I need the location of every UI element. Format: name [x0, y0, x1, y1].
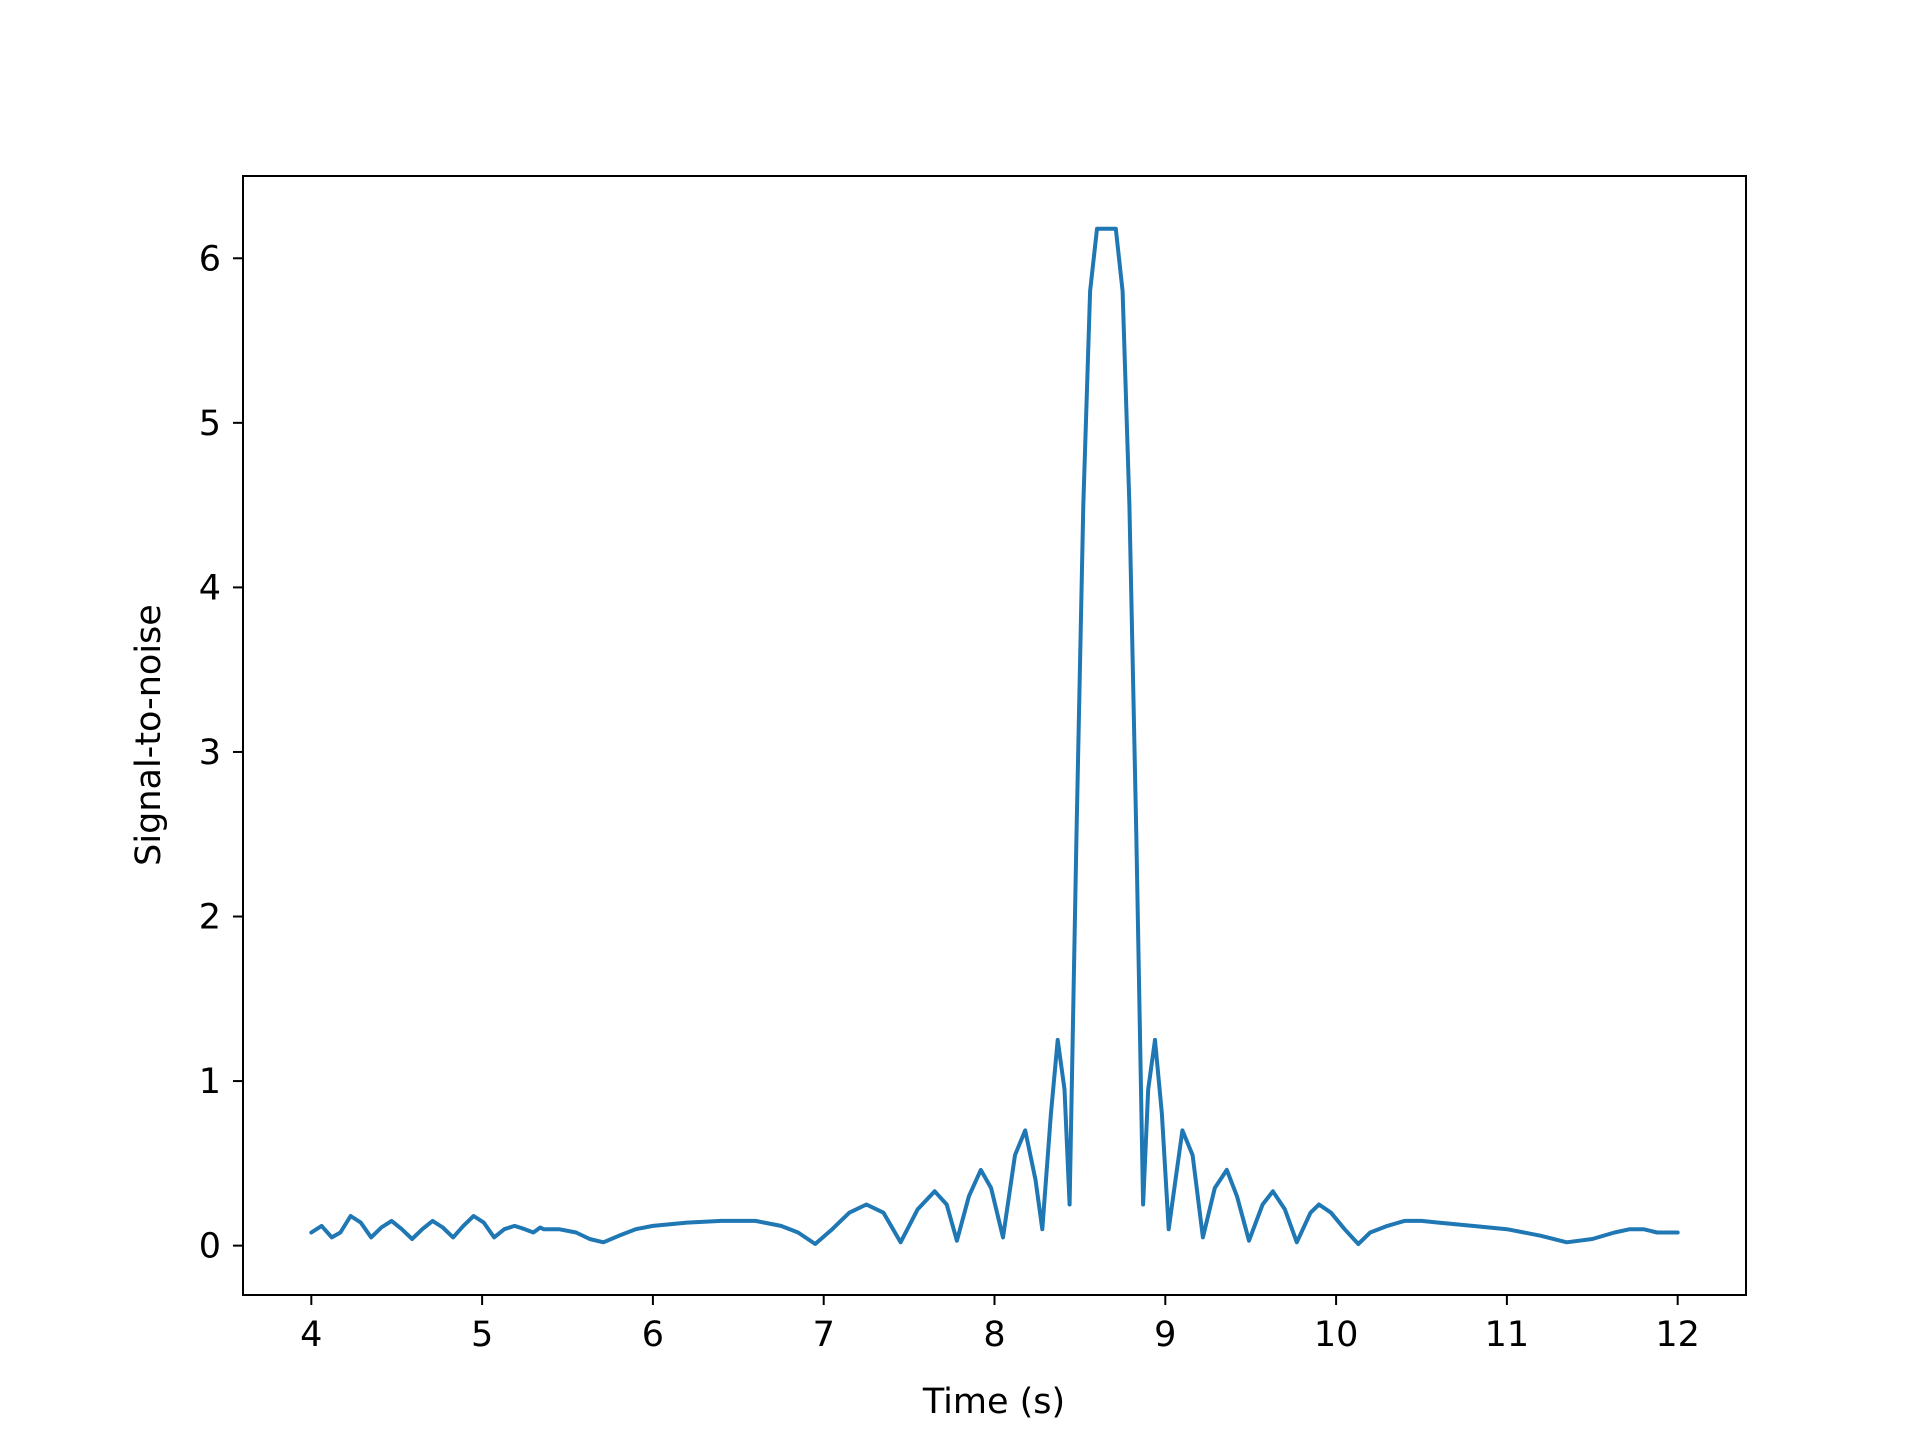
- y-tick-label: 1: [199, 1062, 221, 1102]
- x-tick-label: 7: [813, 1315, 835, 1355]
- x-tick-label: 8: [983, 1315, 1005, 1355]
- y-tick-label: 2: [199, 898, 221, 938]
- y-tick-label: 4: [199, 568, 221, 608]
- x-tick-label: 11: [1485, 1315, 1530, 1355]
- x-tick-label: 9: [1154, 1315, 1176, 1355]
- x-axis-title: Time (s): [922, 1382, 1065, 1422]
- y-axis-title: Signal-to-noise: [129, 604, 169, 866]
- x-tick-label: 10: [1314, 1315, 1359, 1355]
- series-line-0: [309, 226, 1680, 1246]
- y-tick-label: 0: [199, 1227, 221, 1267]
- x-axis-ticks: 4 5 6 7 8 9 10 11 12: [300, 1295, 1700, 1355]
- y-axis-ticks: 0 1 2 3 4 5 6: [199, 239, 243, 1267]
- plot-line-layer: [309, 226, 1680, 1246]
- x-tick-label: 5: [471, 1315, 493, 1355]
- y-tick-label: 5: [199, 404, 221, 444]
- x-tick-label: 4: [300, 1315, 322, 1355]
- y-tick-label: 3: [199, 733, 221, 773]
- x-tick-label: 6: [642, 1315, 664, 1355]
- x-tick-label: 12: [1655, 1315, 1700, 1355]
- y-tick-label: 6: [199, 239, 221, 279]
